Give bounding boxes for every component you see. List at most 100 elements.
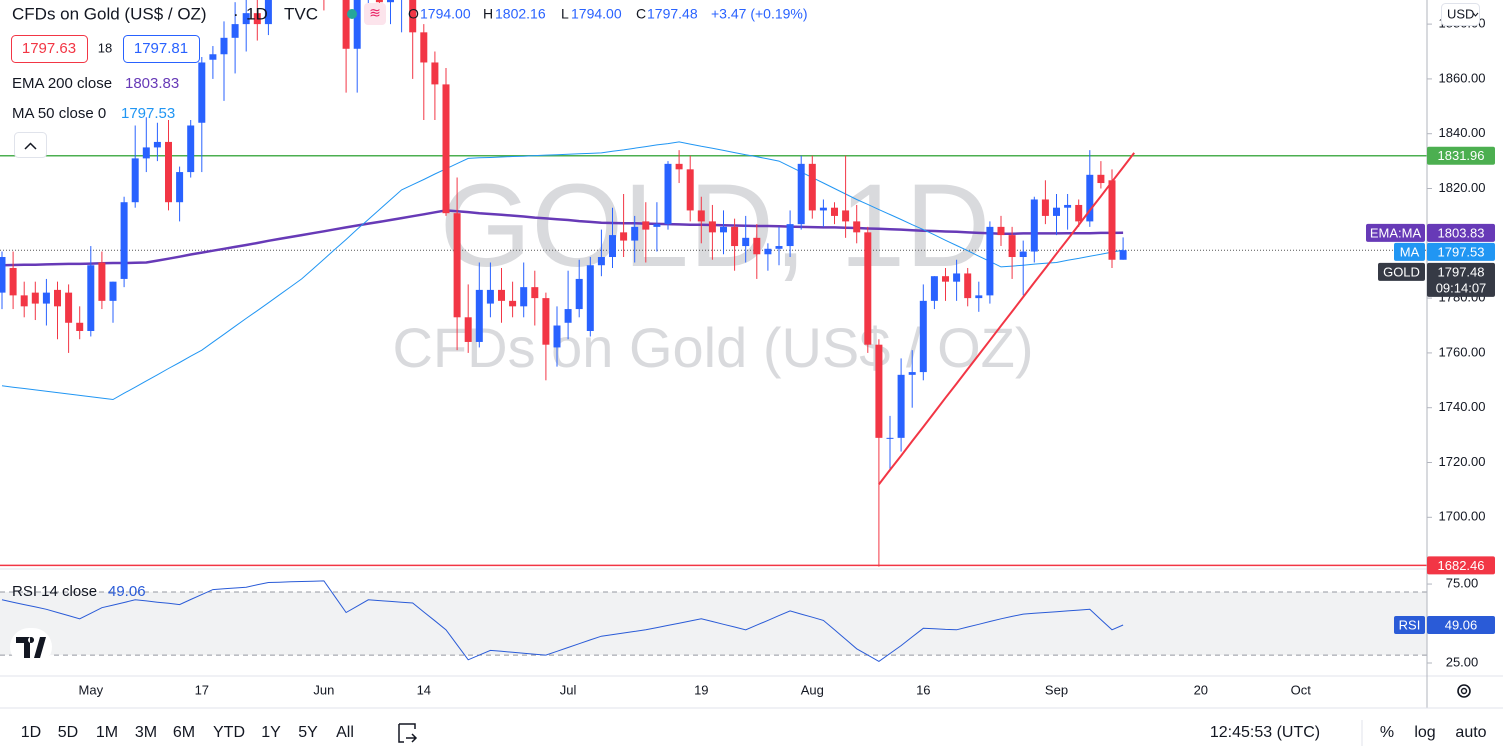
candle-body: [420, 32, 428, 63]
candle-body: [875, 344, 883, 438]
price-pane: [0, 0, 1427, 567]
candle-body: [775, 246, 783, 249]
indicator-value-label: 1797.53: [1438, 244, 1485, 259]
candle-body: [953, 273, 961, 282]
range-button[interactable]: 6M: [173, 724, 195, 741]
clock[interactable]: 12:45:53 (UTC): [1210, 724, 1320, 741]
indicator-name[interactable]: MA 50 close 0: [12, 105, 106, 122]
rsi-pane: [0, 580, 1427, 662]
currency[interactable]: USD: [1447, 6, 1474, 21]
candle-body: [342, 0, 350, 49]
currency-caret: [1472, 12, 1479, 17]
candle-body: [997, 226, 1005, 236]
y-tick-label: 1820.00: [1439, 180, 1486, 195]
candle-body: [964, 273, 972, 299]
rsi-band: [0, 591, 1427, 656]
level-label: 1831.96: [1438, 148, 1485, 163]
ohlc-key: H: [483, 6, 493, 22]
candle-body: [864, 232, 872, 345]
range-button[interactable]: 1Y: [261, 724, 281, 741]
candle-body: [597, 257, 605, 266]
events-icon[interactable]: [364, 3, 386, 25]
collapse-button[interactable]: [14, 132, 47, 158]
candle-body: [764, 248, 772, 255]
candle-body: [209, 54, 217, 60]
source: TVC: [284, 4, 318, 23]
candle-body: [842, 210, 850, 222]
collapse-icon: [24, 142, 37, 150]
candle-body: [531, 287, 539, 299]
ohlc-key: O: [408, 6, 419, 22]
range-button[interactable]: 1D: [21, 724, 41, 741]
scale-option[interactable]: %: [1380, 724, 1394, 741]
bid-price[interactable]: 1797.63: [22, 40, 76, 57]
market-status[interactable]: [347, 9, 357, 19]
indicator-name[interactable]: RSI 14 close: [12, 583, 97, 600]
range-button[interactable]: YTD: [213, 724, 245, 741]
ask-price[interactable]: 1797.81: [134, 40, 188, 57]
ohlc-value: 1794.00: [571, 6, 622, 22]
candle-body: [808, 163, 816, 211]
candle-body: [42, 292, 50, 304]
y-tick-label: 1700.00: [1439, 509, 1486, 524]
indicator-tag-bg: [1394, 242, 1425, 261]
candle-body: [431, 62, 439, 85]
gear: [1457, 684, 1471, 698]
candle-body: [464, 317, 472, 342]
range-button[interactable]: All: [336, 724, 354, 741]
last-price: 1797.48: [1438, 264, 1485, 279]
candle-body: [631, 226, 639, 241]
candle-body: [9, 267, 17, 296]
candle-body: [220, 37, 228, 55]
candle-body: [176, 172, 184, 203]
candle-body: [919, 300, 927, 373]
range-button[interactable]: 5D: [58, 724, 78, 741]
candle-body: [1108, 180, 1116, 260]
scale-option[interactable]: log: [1414, 724, 1435, 741]
currency-button[interactable]: [1441, 3, 1480, 26]
candle-body: [831, 207, 838, 216]
candle-body: [54, 289, 61, 307]
x-tick-label: 20: [1194, 682, 1208, 697]
y-tick-label: 1760.00: [1439, 344, 1486, 359]
countdown: 09:14:07: [1436, 280, 1487, 295]
date-range-icon[interactable]: [398, 723, 418, 743]
indicator-tag: EMA:MA: [1370, 225, 1422, 240]
candle-body: [697, 210, 705, 222]
candle-body: [1086, 174, 1094, 222]
candle-body: [153, 141, 161, 148]
trend-line: [878, 152, 1135, 486]
range-button[interactable]: 3M: [135, 724, 157, 741]
scale-option[interactable]: auto: [1455, 724, 1486, 741]
indicator-name[interactable]: EMA 200 close: [12, 75, 112, 92]
ohlc-key: C: [636, 6, 646, 22]
ohlc-value: 1797.48: [647, 6, 698, 22]
candle-body: [797, 163, 805, 225]
candle-body: [720, 226, 727, 233]
range-button[interactable]: 5Y: [298, 724, 318, 741]
sell-button[interactable]: [11, 35, 88, 63]
candle-body: [442, 84, 450, 214]
range-button[interactable]: 1M: [96, 724, 118, 741]
rsi-line: [1, 580, 1124, 662]
candle-body: [31, 292, 39, 304]
y-tick-label: 1860.00: [1439, 70, 1486, 85]
candle-body: [642, 221, 650, 230]
events-glyph: ≋: [369, 5, 381, 21]
candle-body: [853, 221, 861, 233]
indicator-value-label: 1803.83: [1438, 225, 1485, 240]
level-label-bg: [1427, 556, 1495, 575]
indicator-value-label-bg: [1427, 616, 1495, 635]
candle-body: [375, 0, 383, 3]
candle-body: [65, 292, 73, 323]
time-axis: May 17 Jun 14 Jul 19 Aug 16 Sep 20 Oct: [79, 682, 1312, 697]
buy-button[interactable]: [123, 35, 200, 63]
indicator-tag-bg: [1366, 223, 1425, 242]
candle-body: [786, 224, 794, 247]
indicator-tag: RSI: [1399, 617, 1421, 632]
symbol-name[interactable]: CFDs on Gold (US$ / OZ): [12, 4, 207, 23]
level-label: 1682.46: [1438, 558, 1485, 573]
settings-icon[interactable]: [1457, 684, 1471, 698]
logo[interactable]: [16, 637, 46, 658]
candle-body: [653, 224, 661, 227]
